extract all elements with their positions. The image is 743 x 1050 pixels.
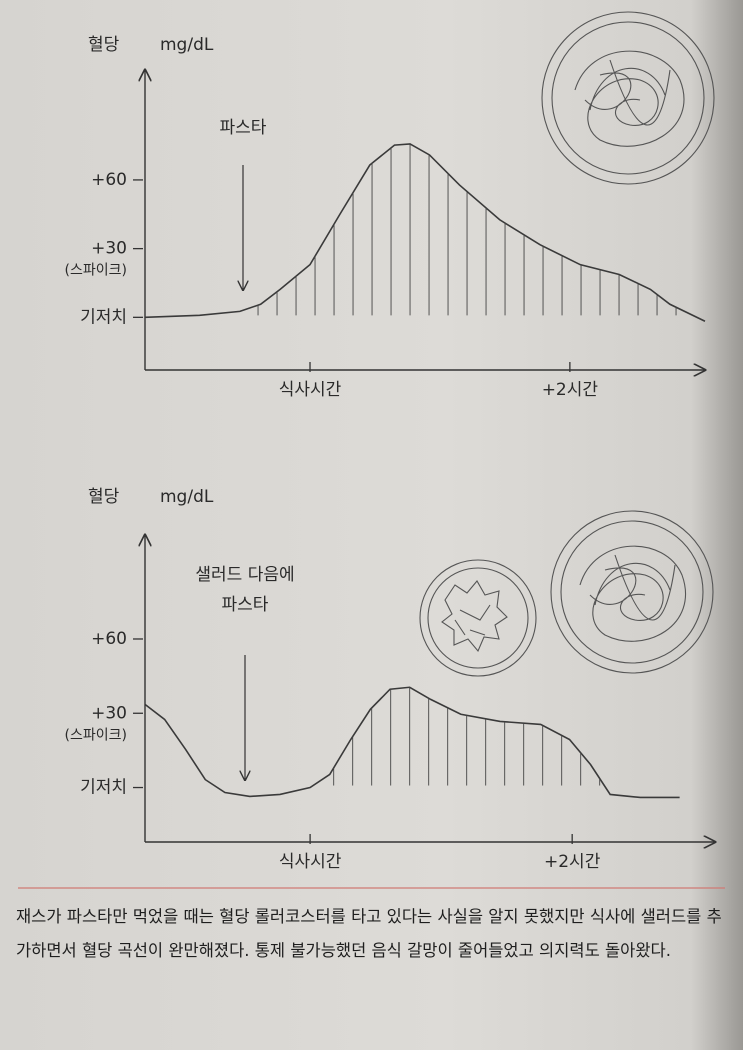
y-tick-label: +30 (91, 239, 127, 259)
pasta-plate (541, 11, 715, 185)
x-tick-label: 식사시간 (279, 380, 342, 400)
y-axis-title: 혈당 (88, 35, 120, 55)
curve (144, 143, 706, 322)
spike-label: (스파이크) (65, 263, 127, 279)
y-tick-label: +60 (91, 629, 127, 649)
y-axis-unit: mg/dL (160, 487, 214, 507)
salad-plate (419, 559, 537, 677)
x-tick-label: +2시간 (542, 380, 599, 400)
pasta-plate (550, 510, 714, 674)
annotation: 파스타 (222, 595, 269, 615)
y-axis-title: 혈당 (88, 487, 120, 507)
y-tick-label: +30 (91, 703, 127, 723)
annotation: 샐러드 다음에 (195, 565, 294, 585)
y-tick-label: 기저치 (80, 307, 127, 327)
y-axis-unit: mg/dL (160, 35, 214, 55)
annotation: 파스타 (220, 118, 267, 138)
spike-label: (스파이크) (65, 727, 127, 743)
curve (144, 686, 680, 799)
x-tick-label: 식사시간 (279, 852, 342, 872)
y-tick-label: +60 (91, 170, 127, 190)
caption: 재스가 파스타만 먹었을 때는 혈당 롤러코스터를 타고 있다는 사실을 알지 … (16, 907, 722, 960)
y-tick-label: 기저치 (80, 778, 127, 798)
x-tick-label: +2시간 (544, 852, 601, 872)
